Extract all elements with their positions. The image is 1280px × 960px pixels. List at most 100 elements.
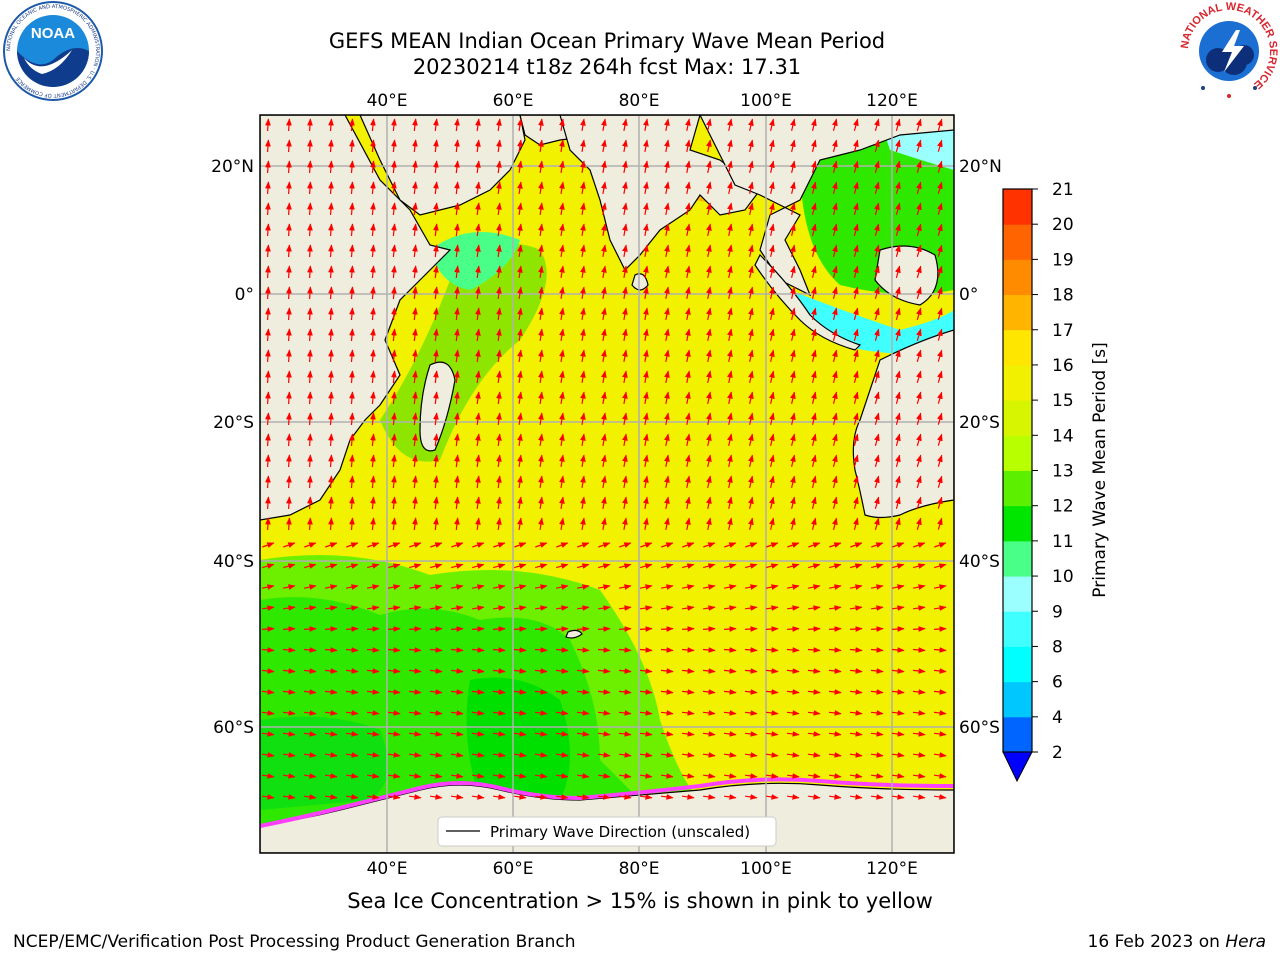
wave-direction-arrow [475,139,481,152]
wave-direction-arrow [618,731,632,737]
wave-direction-arrow [724,542,737,548]
wave-direction-arrow [916,454,922,467]
wave-direction-arrow [790,496,796,509]
wave-direction-arrow [451,605,464,611]
wave-direction-arrow [765,731,779,737]
wave-direction-arrow [853,265,859,278]
wave-direction-arrow [580,118,586,132]
wave-direction-arrow [345,689,359,695]
wave-direction-arrow [492,647,506,653]
wave-direction-arrow [832,160,838,173]
wave-direction-arrow [685,328,691,342]
wave-direction-arrow [328,139,334,153]
wave-direction-arrow [265,475,271,489]
wave-direction-arrow [430,773,443,779]
wave-direction-arrow [534,626,548,632]
wave-direction-arrow [832,139,838,152]
wave-direction-arrow [874,496,880,509]
wave-direction-arrow [723,710,737,716]
wave-direction-arrow [475,412,481,425]
wave-direction-arrow [727,412,733,426]
top-lon-label: 80°E [619,91,660,111]
wave-direction-arrow [790,265,796,278]
wave-direction-arrow [643,181,649,195]
wave-direction-arrow [430,542,443,548]
wave-direction-arrow [853,223,859,236]
wave-direction-arrow [265,370,271,384]
wave-direction-arrow [286,118,292,132]
wave-direction-arrow [832,286,838,299]
wave-direction-arrow [765,668,779,674]
wave-direction-arrow [685,475,691,489]
wave-direction-arrow [328,286,334,300]
wave-direction-arrow [937,496,943,509]
wave-direction-arrow [853,139,859,152]
wave-direction-arrow [916,202,922,215]
wave-direction-arrow [496,118,502,131]
wave-direction-arrow [664,160,670,174]
nws-logo: NATIONAL WEATHER SERVICE [1179,1,1279,99]
wave-direction-arrow [345,584,359,590]
colorbar-segment [1003,400,1032,436]
wave-direction-arrow [366,668,380,674]
wave-direction-arrow [622,454,628,468]
wave-direction-arrow [265,328,271,342]
wave-direction-arrow [262,542,275,548]
wave-direction-arrow [766,605,779,611]
wave-direction-arrow [472,773,485,779]
wave-direction-arrow [391,454,397,468]
wave-direction-arrow [265,244,271,258]
land-arabia [359,115,526,216]
wave-direction-arrow [538,433,544,446]
wave-direction-arrow [853,202,859,215]
wave-direction-arrow [475,454,481,467]
wave-direction-arrow [370,244,376,258]
wave-direction-arrow [832,370,838,383]
wave-direction-arrow [601,391,607,405]
top-lon-label: 120°E [866,91,918,111]
wave-direction-arrow [870,647,884,653]
wave-direction-arrow [664,517,670,531]
wave-direction-arrow [475,349,481,362]
wave-direction-arrow [559,517,565,531]
wave-direction-arrow [345,752,359,758]
wave-direction-arrow [745,794,758,800]
wave-direction-arrow [702,710,716,716]
wave-direction-arrow [517,244,523,257]
wave-direction-arrow [832,496,838,509]
wave-direction-arrow [786,668,800,674]
top-lon-label: 40°E [367,91,408,111]
wave-direction-arrow [387,584,401,590]
wave-direction-arrow [811,496,817,509]
wave-direction-arrow [454,307,460,321]
wave-direction-arrow [538,412,544,425]
wave-direction-arrow [832,223,838,236]
wave-direction-arrow [517,349,523,362]
wave-direction-arrow [643,454,649,468]
wave-direction-arrow [496,517,502,530]
wave-direction-arrow [892,542,905,548]
wave-direction-arrow [496,181,502,194]
wave-direction-arrow [895,307,901,320]
wave-direction-arrow [496,244,502,257]
wave-direction-arrow [538,391,544,404]
wave-direction-arrow [307,202,313,216]
wave-direction-arrow [643,286,649,300]
colorbar-tick-label: 10 [1052,567,1074,587]
wave-direction-arrow [790,370,796,383]
wave-direction-arrow [706,244,712,258]
right-lat-labels: 20°N 0° 20°S 40°S 60°S [959,157,1002,738]
wave-direction-arrow [349,433,355,447]
wave-direction-arrow [559,181,565,195]
wave-direction-arrow [307,244,313,258]
wave-direction-arrow [370,139,376,153]
wave-direction-arrow [538,517,544,530]
wave-direction-arrow [660,731,674,737]
wave-direction-arrow [727,391,733,405]
right-lat-label: 40°S [959,552,1000,572]
wave-direction-arrow [765,752,779,758]
wave-direction-arrow [849,752,863,758]
wave-direction-arrow [874,223,880,236]
wave-direction-arrow [307,391,313,405]
wave-direction-arrow [451,794,464,800]
